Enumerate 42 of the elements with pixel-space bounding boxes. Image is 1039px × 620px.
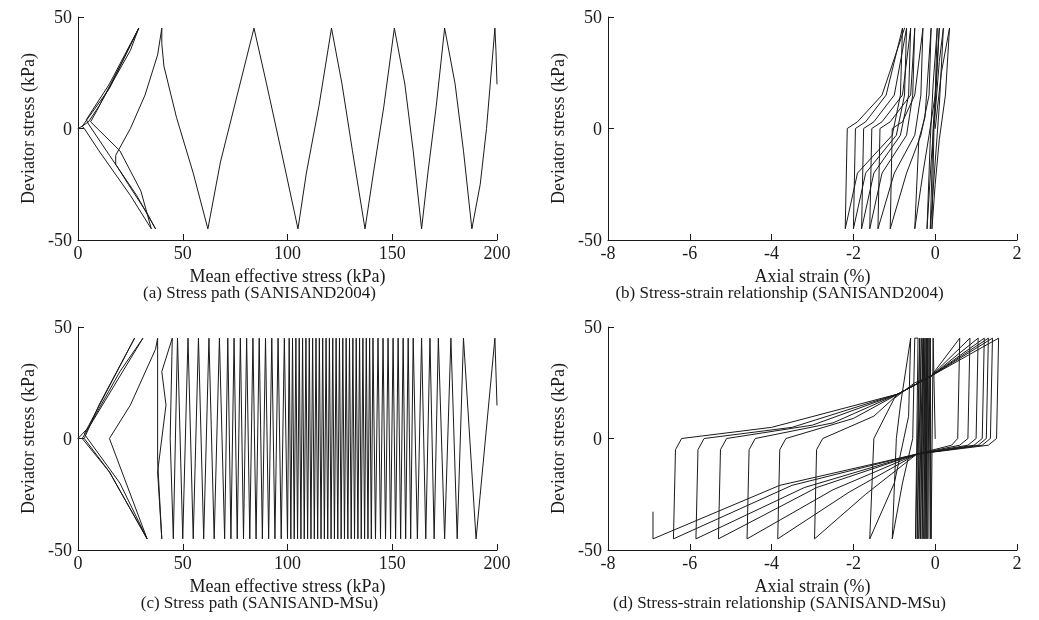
x-tick-label: 150 [378, 553, 406, 573]
y-tick-label: 50 [584, 317, 602, 337]
x-tick-label: -4 [764, 243, 780, 263]
y-tick-label: -50 [578, 230, 602, 250]
x-tick-label: 50 [173, 243, 192, 263]
x-tick-label: 50 [173, 553, 192, 573]
line-series [652, 337, 1000, 540]
x-tick-label: -6 [682, 243, 698, 263]
y-tick-label: -50 [48, 230, 72, 250]
y-tick-label: 50 [54, 7, 72, 27]
y-axis-title: Deviator stress (kPa) [18, 53, 40, 204]
y-tick-label: 50 [54, 317, 72, 337]
y-tick-label: 0 [63, 428, 72, 449]
y-tick-label: 0 [593, 118, 602, 139]
x-tick-label: -2 [845, 553, 861, 573]
y-axis-title: Deviator stress (kPa) [548, 363, 570, 514]
y-axis-title: Deviator stress (kPa) [18, 363, 40, 514]
x-tick-label: -6 [682, 553, 698, 573]
x-tick-label: 0 [930, 243, 940, 263]
y-tick-label: -50 [578, 540, 602, 560]
x-axis-title: Mean effective stress (kPa) [189, 575, 386, 597]
x-tick-label: 2 [1012, 243, 1022, 263]
x-tick-label: 200 [483, 553, 511, 573]
x-tick-label: 2 [1012, 553, 1022, 573]
y-tick-label: 0 [63, 118, 72, 139]
x-tick-label: 100 [274, 243, 301, 263]
x-tick-label: 200 [483, 243, 511, 263]
x-axis-title: Axial strain (%) [754, 575, 871, 597]
x-tick-label: -4 [764, 553, 780, 573]
x-axis-title: Axial strain (%) [754, 265, 871, 287]
x-tick-label: 0 [930, 553, 940, 573]
x-tick-label: -8 [600, 553, 616, 573]
y-tick-label: 0 [593, 428, 602, 449]
line-series [844, 27, 951, 230]
y-tick-label: 50 [584, 7, 602, 27]
y-tick-label: -50 [48, 540, 72, 560]
x-tick-label: -2 [845, 243, 861, 263]
x-tick-label: -8 [600, 243, 616, 263]
y-axis-title: Deviator stress (kPa) [548, 53, 570, 204]
x-tick-label: 100 [274, 553, 301, 573]
x-axis-title: Mean effective stress (kPa) [189, 265, 386, 287]
x-tick-label: 150 [378, 243, 406, 263]
